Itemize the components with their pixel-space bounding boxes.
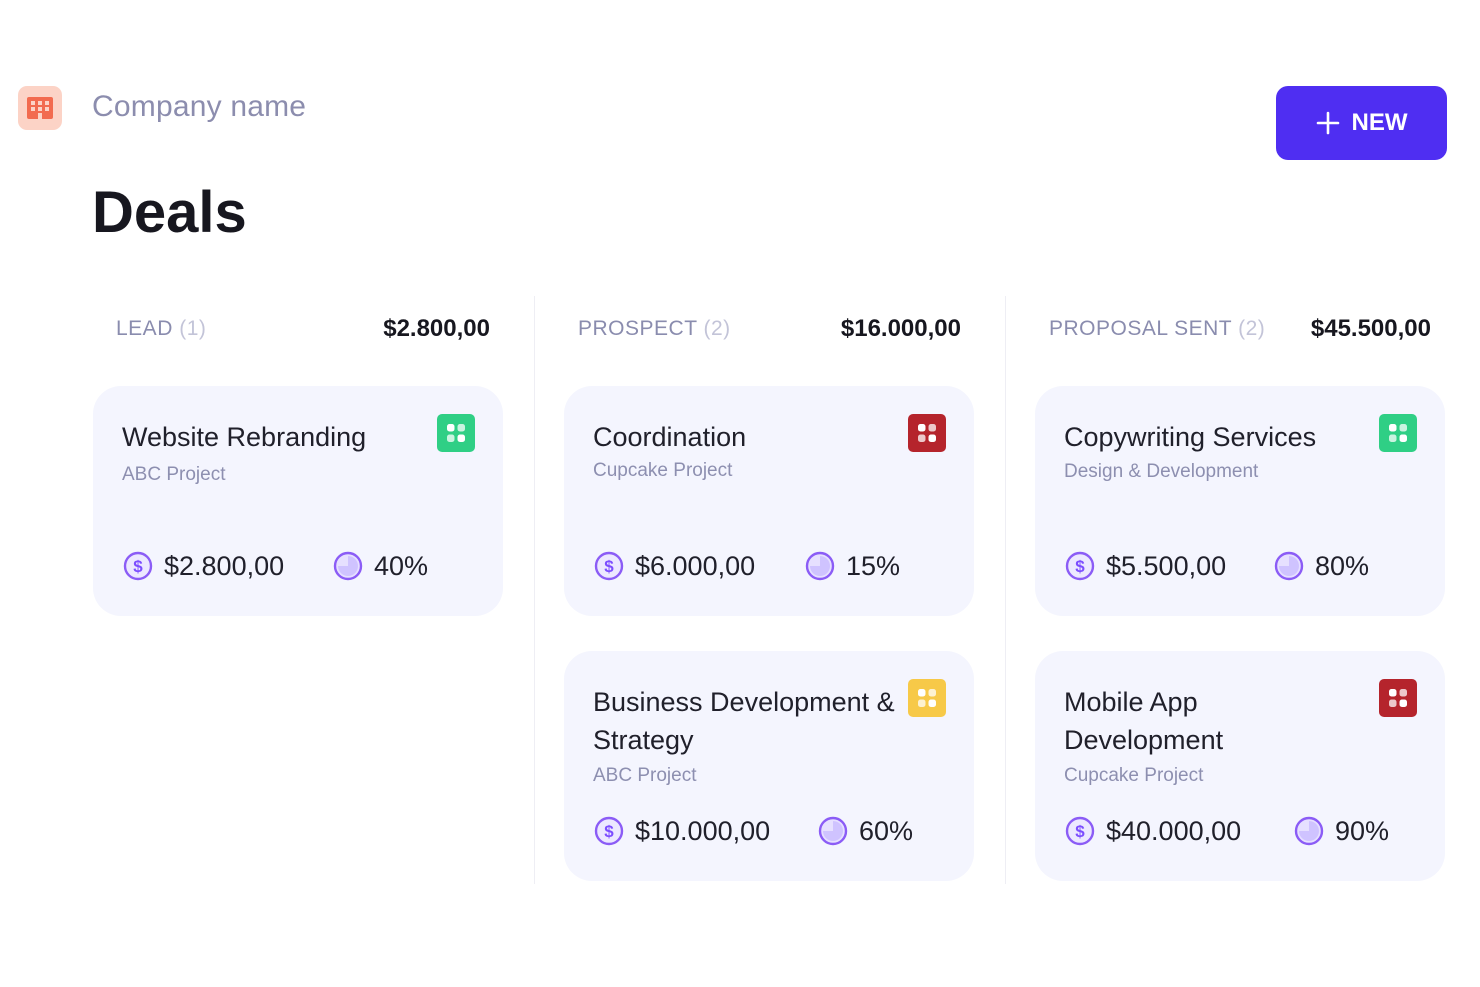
deal-probability: 40% [332,550,428,582]
apps-icon [908,414,946,452]
deal-probability: 60% [817,815,913,847]
deal-project: Design & Development [1064,461,1259,482]
deal-card[interactable]: Copywriting Services Design & Developmen… [1035,386,1445,616]
column-label: PROPOSAL SENT (2) [1049,317,1265,341]
deal-card[interactable]: Website Rebranding ABC Project $ $2.800,… [93,386,503,616]
svg-text:$: $ [604,822,614,841]
column-label: PROSPECT (2) [578,317,731,341]
deal-title: Website Rebranding [122,422,367,452]
pie-chart-icon [804,550,836,582]
deal-card[interactable]: Coordination Cupcake Project $ $6.000,00… [564,386,974,616]
column-header-lead: LEAD (1) $2.800,00 [116,312,490,346]
column-total: $45.500,00 [1310,315,1431,342]
svg-text:$: $ [133,557,143,576]
column-count: (1) [179,317,207,340]
deal-project: Cupcake Project [593,460,733,481]
deal-title: Mobile App Development [1064,687,1224,755]
building-icon [18,86,62,130]
deal-project: ABC Project [122,464,226,485]
deal-probability-value: 60% [859,815,914,846]
new-deal-button[interactable]: NEW [1276,86,1447,160]
svg-text:$: $ [604,557,614,576]
apps-icon [437,414,475,452]
deal-amount-value: $6.000,00 [635,550,756,581]
company-name[interactable]: Company name [92,90,307,123]
dollar-icon: $ [593,815,625,847]
column-label-text: LEAD [116,317,173,340]
column-label-text: PROPOSAL SENT [1049,317,1232,340]
column-label-text: PROSPECT [578,317,698,340]
deal-probability-value: 80% [1315,550,1370,581]
pie-chart-icon [1293,815,1325,847]
deal-probability: 15% [804,550,900,582]
deal-amount: $ $2.800,00 [122,550,284,582]
svg-text:$: $ [1075,557,1085,576]
svg-text:$: $ [1075,822,1085,841]
apps-icon [908,679,946,717]
column-total: $16.000,00 [840,315,961,342]
pie-chart-icon [1273,550,1305,582]
column-header-prospect: PROSPECT (2) $16.000,00 [578,312,961,346]
deal-probability: 80% [1273,550,1369,582]
deal-amount: $ $40.000,00 [1064,815,1241,847]
column-label: LEAD (1) [116,317,206,341]
column-divider [534,296,535,884]
deal-amount-value: $2.800,00 [164,550,285,581]
deal-amount: $ $10.000,00 [593,815,770,847]
column-count: (2) [703,317,731,340]
pie-chart-icon [817,815,849,847]
deal-probability-value: 90% [1335,815,1390,846]
apps-icon [1379,679,1417,717]
column-count: (2) [1238,317,1266,340]
page-title: Deals [92,180,247,245]
deal-amount-value: $10.000,00 [635,815,771,846]
dollar-icon: $ [1064,815,1096,847]
column-divider [1005,296,1006,884]
column-header-proposal-sent: PROPOSAL SENT (2) $45.500,00 [1049,312,1431,346]
pie-chart-icon [332,550,364,582]
deal-amount-value: $40.000,00 [1106,815,1242,846]
deal-amount-value: $5.500,00 [1106,550,1227,581]
deal-title: Coordination [593,422,747,452]
deal-amount: $ $5.500,00 [1064,550,1226,582]
new-button-label: NEW [1351,109,1408,136]
dollar-icon: $ [122,550,154,582]
apps-icon [1379,414,1417,452]
deal-title: Copywriting Services [1064,422,1317,452]
deal-card[interactable]: Business Development & Strategy ABC Proj… [564,651,974,881]
dollar-icon: $ [593,550,625,582]
deal-title: Business Development & Strategy [593,687,895,755]
deal-probability-value: 40% [374,550,429,581]
deal-probability: 90% [1293,815,1389,847]
dollar-icon: $ [1064,550,1096,582]
deal-amount: $ $6.000,00 [593,550,755,582]
deal-project: Cupcake Project [1064,765,1204,786]
plus-icon [1316,111,1339,135]
deal-project: ABC Project [593,765,697,786]
column-total: $2.800,00 [383,315,490,342]
deal-probability-value: 15% [846,550,901,581]
deal-card[interactable]: Mobile App Development Cupcake Project $… [1035,651,1445,881]
